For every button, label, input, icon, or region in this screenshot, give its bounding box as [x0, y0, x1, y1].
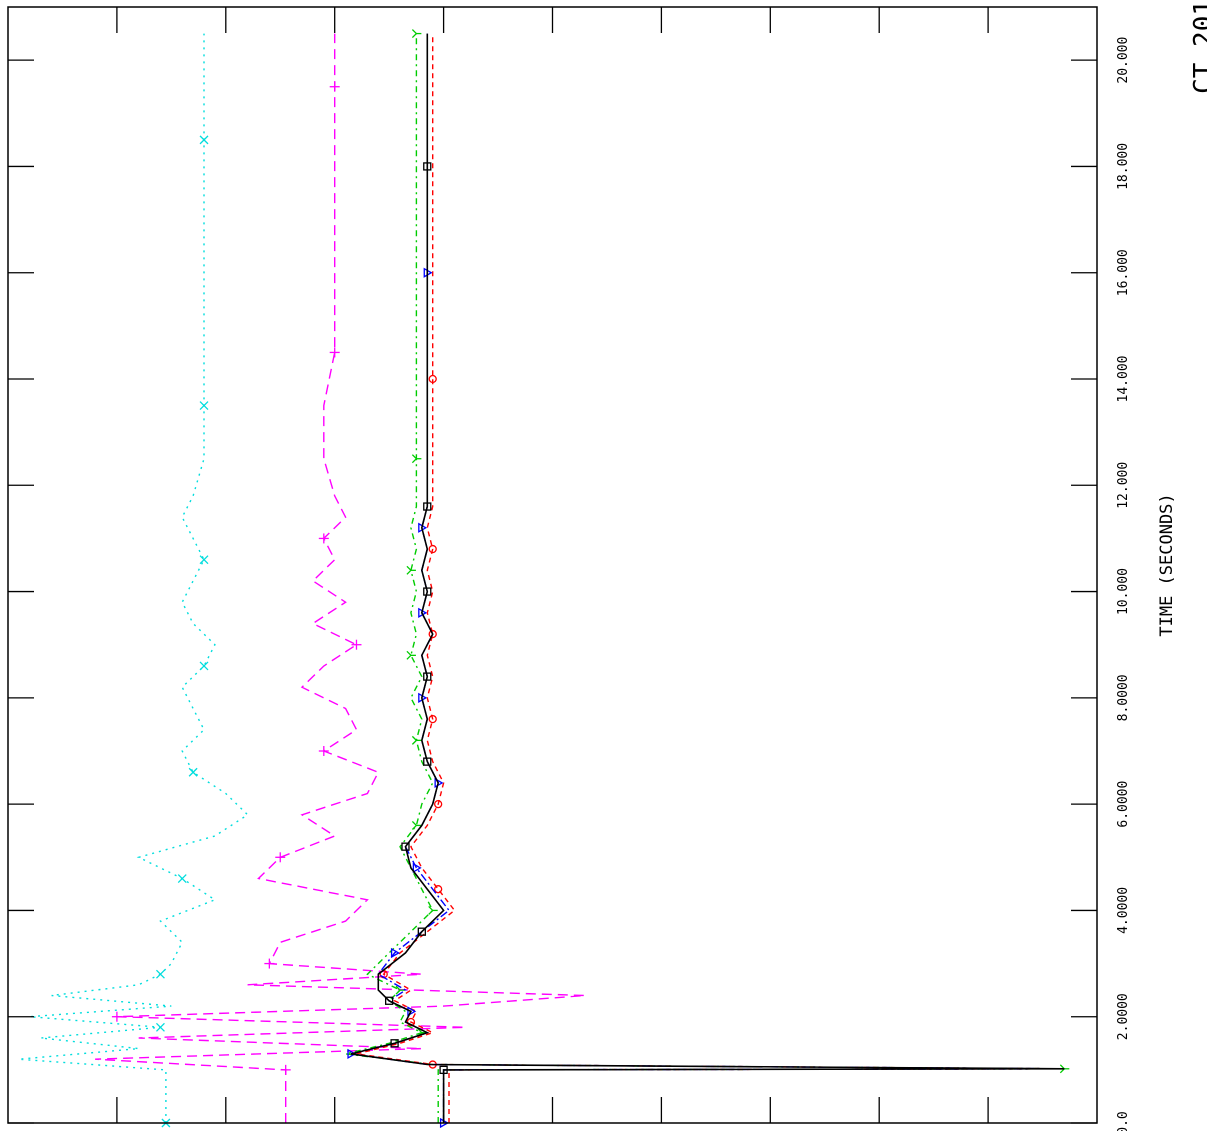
series-1-marker: [156, 1022, 165, 1032]
series-1-marker: [188, 767, 198, 777]
x-tick-label: 12.000: [1116, 462, 1131, 509]
x-tick-label: 10.000: [1116, 568, 1131, 615]
series-3-marker: [411, 29, 422, 39]
x-tick-label: 2.0000: [1116, 993, 1131, 1040]
series-4-marker: [434, 799, 443, 809]
series-4-marker: [428, 544, 437, 554]
x-tick-label: 20.000: [1116, 37, 1131, 84]
series-2-marker: [280, 1064, 291, 1075]
series-1-marker: [199, 401, 209, 411]
series-group: [18, 29, 1070, 1129]
series-2-marker: [264, 958, 275, 969]
x-tick-label: 4.0000: [1116, 887, 1131, 934]
series-3-marker: [406, 565, 416, 575]
x-axis-label: TIME (SECONDS): [1157, 493, 1177, 636]
series-3-marker: [406, 650, 416, 660]
plot-background: [8, 7, 1097, 1123]
series-1-marker: [199, 135, 209, 145]
series-2-marker: [111, 1011, 122, 1022]
x-tick-label: 14.000: [1116, 356, 1131, 403]
series-6-marker: [423, 587, 432, 596]
corner-label: CT 201: [1189, 0, 1207, 94]
series-4-marker: [428, 629, 437, 639]
series-3-marker: [411, 820, 422, 830]
series-2-marker: [329, 347, 340, 358]
series-1-marker: [156, 969, 165, 979]
axes: [7, 6, 1098, 1124]
plot-area: [8, 7, 1097, 1123]
series-4-marker: [428, 374, 437, 384]
series-6-marker: [423, 162, 432, 171]
series-6-marker: [384, 996, 394, 1005]
series-3-marker: [428, 905, 438, 915]
series-6-marker: [423, 502, 432, 511]
series-3-marker: [411, 735, 422, 745]
x-tick-label: 8.0000: [1116, 674, 1131, 721]
series-5-marker: [434, 777, 444, 789]
x-tick-label: 0.0: [1116, 1111, 1131, 1131]
series-1-marker: [177, 874, 187, 884]
series-6-marker: [417, 927, 426, 936]
series-6-marker: [439, 1065, 448, 1075]
series-4-marker: [428, 714, 437, 724]
series-5-marker: [347, 1048, 357, 1060]
series-6-marker: [423, 757, 432, 766]
series-3-marker: [411, 454, 422, 464]
series-4-marker: [434, 885, 443, 894]
series-6-marker: [390, 1039, 399, 1048]
series-5-marker: [412, 862, 422, 874]
series-line-6: [350, 33, 1065, 1123]
series-2-marker: [351, 639, 362, 650]
x-tick-label: 18.000: [1116, 143, 1131, 190]
series-6-marker: [401, 842, 410, 851]
series-2-marker: [275, 852, 286, 863]
series-2-marker: [318, 533, 329, 544]
series-2-marker: [329, 81, 340, 92]
x-tick-label: 6.0000: [1116, 781, 1131, 828]
series-2-marker: [318, 746, 329, 756]
series-6-marker: [423, 672, 432, 681]
series-5-marker: [390, 947, 400, 959]
series-1-marker: [199, 661, 209, 671]
tick-labels: 0.0 2.0000 4.0000 6.0000 8.0000 10.000 12.000 1…: [1116, 37, 1131, 1131]
x-tick-label: 16.000: [1116, 249, 1131, 296]
series-1-marker: [199, 555, 209, 565]
series-5-marker: [407, 1006, 417, 1017]
series-line-3: [345, 33, 1065, 1123]
series-line-4: [356, 33, 1065, 1123]
